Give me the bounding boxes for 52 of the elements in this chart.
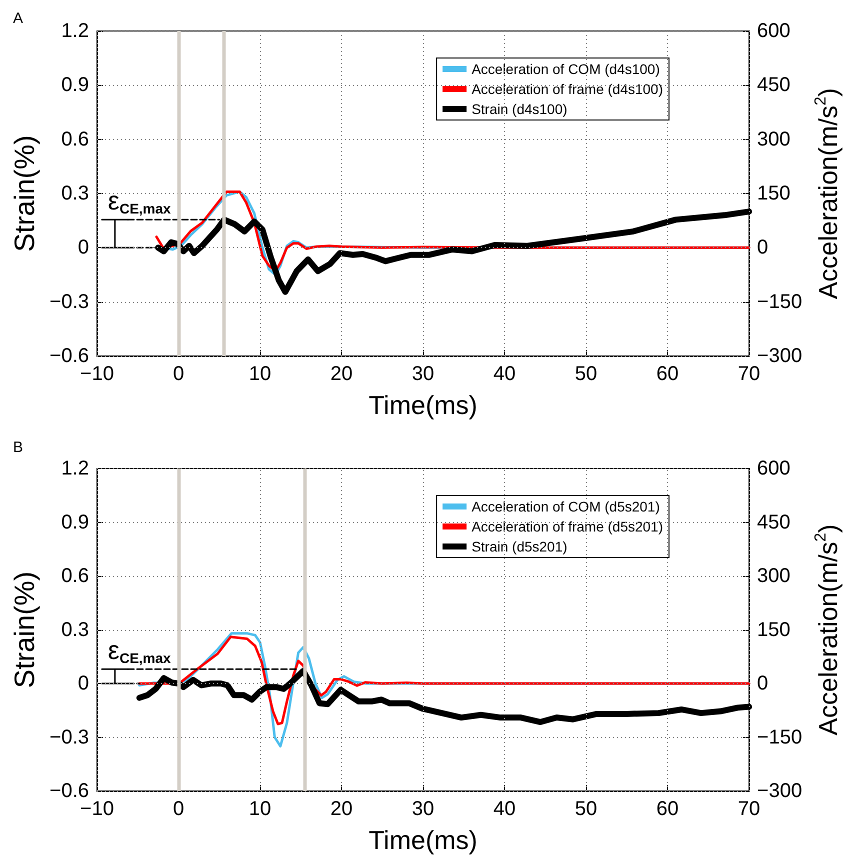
x-tick-label: 20 [330, 798, 353, 820]
y-tick-label: 0 [78, 672, 89, 694]
y2-tick-label: 600 [757, 457, 790, 479]
y2-tick-label: 300 [757, 128, 790, 150]
x-tick-label: 10 [248, 798, 272, 820]
x-tick-label: 60 [656, 798, 679, 820]
x-tick-label: 0 [172, 363, 184, 385]
y2-tick-label: 150 [757, 618, 790, 640]
x-tick-label: 0 [172, 798, 184, 820]
x-tick-label: 10 [248, 363, 272, 385]
chart-title: A [13, 10, 24, 27]
legend-label: Strain (d5s201) [472, 538, 568, 554]
y-axis-title: Strain(%) [9, 135, 40, 252]
x-tick-label: 30 [412, 798, 434, 820]
y2-tick-label: −150 [757, 290, 802, 313]
legend-label: Acceleration of frame (d5s201) [472, 518, 664, 534]
y-tick-label: −0.3 [50, 290, 89, 313]
y-axis-title: Strain(%) [9, 570, 40, 688]
x-tick-label: 40 [493, 798, 516, 820]
x-tick-label: 50 [574, 363, 598, 385]
y-tick-label: 1.2 [61, 457, 89, 479]
y-tick-label: 0.3 [61, 182, 89, 204]
legend-label: Strain (d4s100) [472, 101, 568, 117]
x-axis-title: Time(ms) [368, 824, 478, 854]
legend-label: Acceleration of frame (d4s100) [472, 81, 664, 97]
chart-title: B [13, 438, 24, 456]
legend-label: Acceleration of COM (d5s201) [472, 498, 660, 514]
x-tick-label: 30 [412, 363, 434, 385]
x-tick-label: 60 [656, 363, 679, 385]
y2-tick-label: 150 [757, 182, 790, 204]
x-tick-label: 20 [330, 363, 353, 385]
y2-tick-label: 0 [757, 236, 768, 259]
y2-tick-label: 450 [757, 74, 790, 96]
legend-label: Acceleration of COM (d4s100) [472, 61, 660, 77]
y-tick-label: −0.3 [50, 726, 89, 748]
y-tick-label: 0.9 [61, 510, 89, 533]
y2-tick-label: 0 [757, 672, 768, 694]
y2-tick-label: 300 [757, 564, 790, 586]
y2-axis-title: Acceleration(m/s2) [812, 88, 843, 300]
x-tick-label: 50 [574, 798, 598, 820]
y2-axis-title: Acceleration(m/s2) [812, 524, 843, 735]
y-tick-label: 0 [78, 236, 89, 259]
y2-tick-label: 450 [757, 510, 790, 533]
y2-tick-label: 600 [757, 20, 790, 42]
y-tick-label: 0.6 [61, 564, 89, 586]
x-axis-title: Time(ms) [368, 390, 478, 420]
y-tick-label: 1.2 [61, 20, 89, 42]
y-tick-label: 0.3 [61, 618, 89, 640]
x-tick-label: 40 [493, 363, 516, 385]
y2-tick-label: −150 [757, 726, 802, 748]
y-tick-label: 0.9 [61, 74, 89, 96]
y-tick-label: 0.6 [61, 128, 89, 150]
